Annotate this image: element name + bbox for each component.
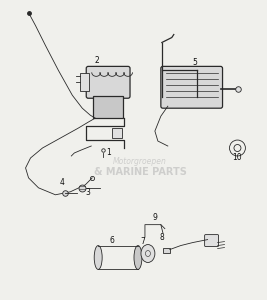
Bar bbox=[163, 248, 170, 253]
Text: 8: 8 bbox=[159, 232, 164, 242]
Text: 5: 5 bbox=[192, 58, 197, 68]
Text: 6: 6 bbox=[110, 236, 115, 244]
FancyBboxPatch shape bbox=[86, 66, 130, 98]
Ellipse shape bbox=[134, 246, 142, 269]
Circle shape bbox=[166, 68, 174, 76]
Text: 4: 4 bbox=[60, 178, 65, 187]
Text: 1: 1 bbox=[106, 148, 111, 157]
Ellipse shape bbox=[141, 244, 155, 262]
Text: 9: 9 bbox=[152, 213, 157, 222]
Text: 3: 3 bbox=[86, 188, 91, 197]
Bar bbox=[80, 74, 89, 91]
Bar bbox=[112, 128, 122, 138]
Text: 10: 10 bbox=[233, 153, 242, 162]
Text: 7: 7 bbox=[140, 237, 146, 246]
Text: 2: 2 bbox=[95, 56, 100, 65]
Text: Motorgroepen: Motorgroepen bbox=[113, 158, 167, 166]
FancyBboxPatch shape bbox=[161, 66, 222, 108]
Text: & MARINE PARTS: & MARINE PARTS bbox=[93, 167, 186, 177]
Bar bbox=[93, 96, 123, 118]
FancyBboxPatch shape bbox=[205, 235, 219, 247]
Ellipse shape bbox=[94, 246, 102, 269]
